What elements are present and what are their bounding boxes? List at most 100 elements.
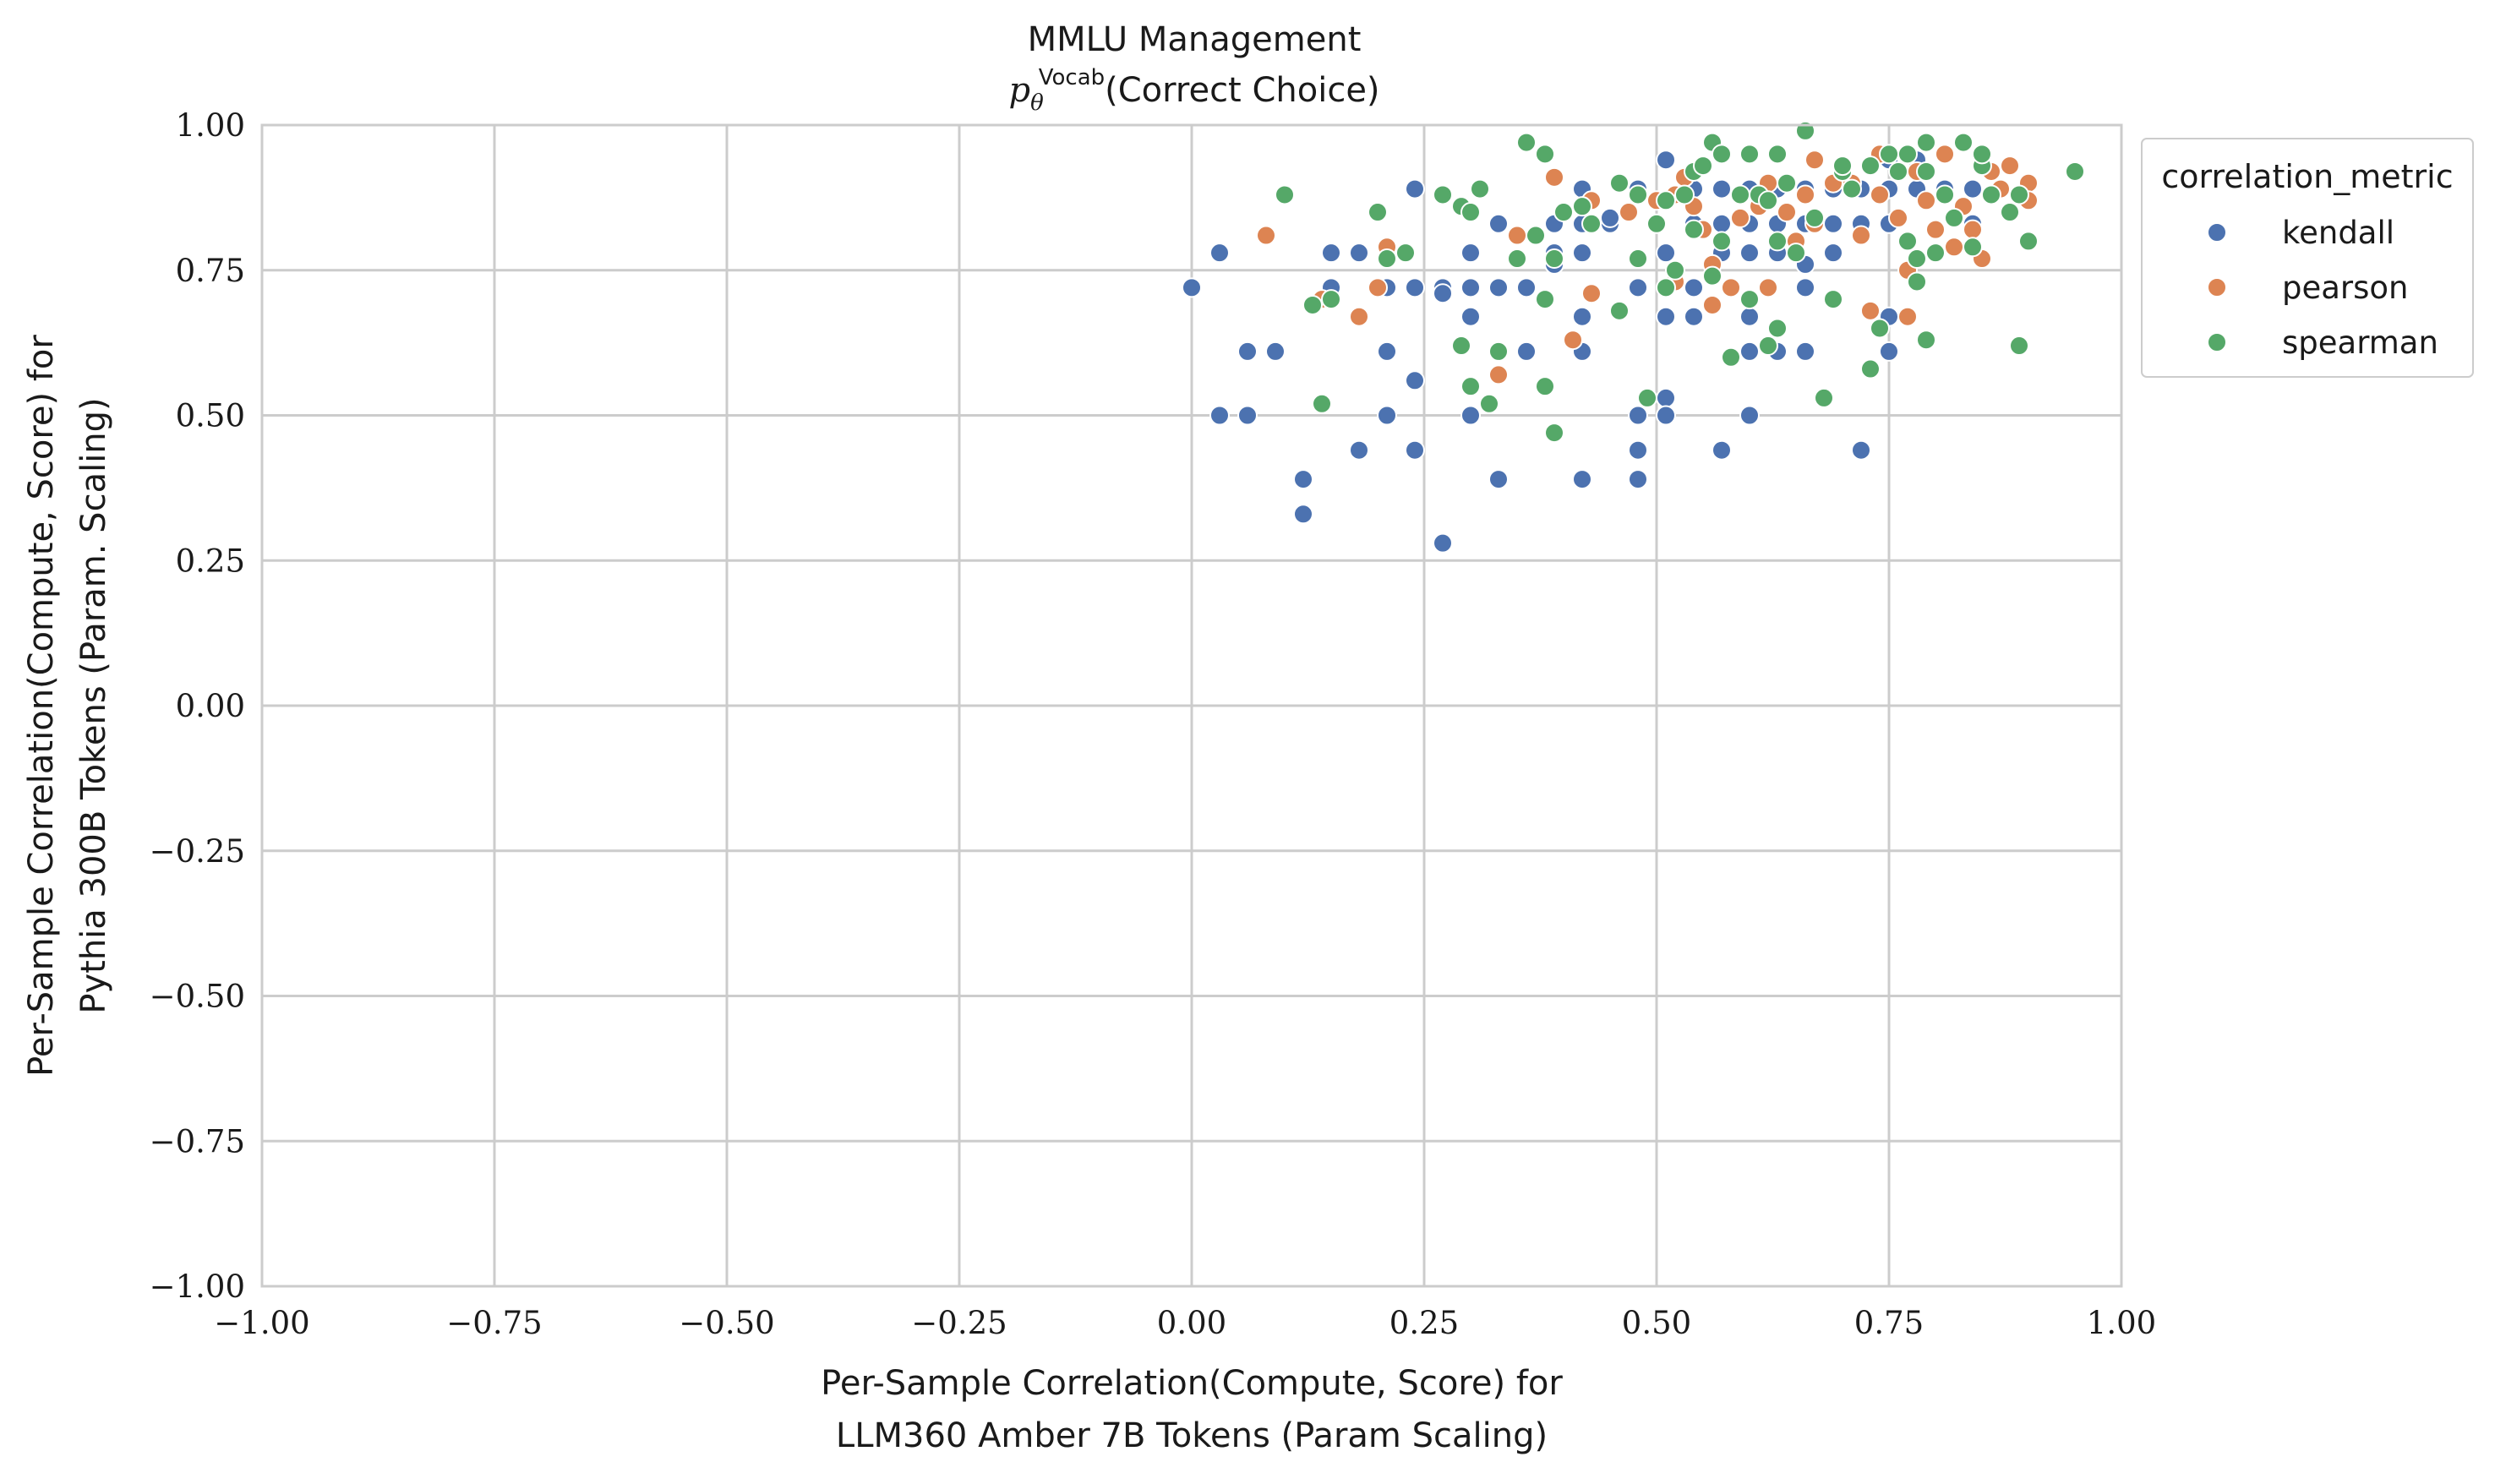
kendall-point xyxy=(1572,306,1592,327)
pearson-point xyxy=(1888,207,1908,228)
kendall-point xyxy=(1377,341,1397,362)
spearman-point xyxy=(1646,213,1667,234)
kendall-point xyxy=(1572,243,1592,264)
pearson-point xyxy=(1619,202,1639,223)
kendall-point xyxy=(1739,341,1760,362)
pearson-point xyxy=(1758,277,1778,298)
pearson-point xyxy=(1702,294,1722,315)
y-tick-label: 0.75 xyxy=(176,253,245,289)
kendall-point xyxy=(1712,439,1732,461)
spearman-point xyxy=(1684,219,1704,240)
kendall-point xyxy=(1851,439,1871,461)
spearman-point xyxy=(1916,330,1936,351)
spearman-point xyxy=(1897,231,1918,252)
subtitle-vocab: Vocab xyxy=(1039,65,1105,90)
spearman-point xyxy=(1460,202,1481,223)
spearman-point xyxy=(1460,376,1481,397)
pearson-point xyxy=(1860,300,1881,321)
kendall-point xyxy=(1712,213,1732,234)
legend-marker-spearman xyxy=(2207,332,2227,352)
spearman-point xyxy=(1767,231,1788,252)
legend-label-spearman: spearman xyxy=(2282,325,2438,361)
spearman-point xyxy=(1275,184,1295,205)
spearman-point xyxy=(1572,196,1592,217)
legend-box xyxy=(2141,138,2474,378)
spearman-point xyxy=(1758,190,1778,211)
spearman-point xyxy=(1739,289,1760,310)
spearman-point xyxy=(1907,271,1927,292)
x-tick-label: 0.75 xyxy=(1854,1305,1924,1341)
spearman-point xyxy=(1804,207,1825,228)
spearman-point xyxy=(1637,387,1657,408)
spearman-point xyxy=(1963,237,1983,258)
spearman-point xyxy=(1897,144,1918,165)
kendall-point xyxy=(1739,243,1760,264)
spearman-point xyxy=(2065,161,2085,182)
y-axis-label-line2: Pythia 300B Tokens (Param. Scaling) xyxy=(74,397,113,1013)
kendall-point xyxy=(1460,405,1481,426)
kendall-point xyxy=(1628,277,1648,298)
y-tick-label: −0.75 xyxy=(150,1123,245,1159)
y-axis-label-line1: Per-Sample Correlation(Compute, Score) f… xyxy=(22,335,61,1077)
spearman-point xyxy=(1786,243,1806,264)
kendall-point xyxy=(1656,306,1676,327)
kendall-point xyxy=(1182,277,1202,298)
spearman-point xyxy=(1609,300,1630,321)
x-tick-label: −0.50 xyxy=(679,1305,774,1341)
y-tick-label: 0.00 xyxy=(176,688,245,724)
spearman-point xyxy=(1860,358,1881,379)
spearman-point xyxy=(1656,277,1676,298)
kendall-point xyxy=(1293,504,1313,525)
pearson-point xyxy=(1777,202,1797,223)
legend-label-pearson: pearson xyxy=(2282,270,2409,306)
kendall-point xyxy=(1460,277,1481,298)
spearman-point xyxy=(2009,184,2029,205)
kendall-point xyxy=(1237,405,1258,426)
legend-title: correlation_metric xyxy=(2161,158,2453,195)
pearson-point xyxy=(1963,219,1983,240)
spearman-point xyxy=(1767,318,1788,339)
x-tick-labels: −1.00 −0.75 −0.50 −0.25 0.00 0.25 0.50 0.75 1.00 xyxy=(214,1305,2156,1341)
spearman-point xyxy=(1860,155,1881,177)
spearman-point xyxy=(1693,155,1713,177)
spearman-point xyxy=(2000,202,2020,223)
spearman-point xyxy=(1516,132,1537,153)
pearson-point xyxy=(1488,364,1509,385)
series-kendall xyxy=(1182,150,2011,554)
spearman-point xyxy=(1916,161,1936,182)
pearson-point xyxy=(1795,184,1815,205)
spearman-point xyxy=(2009,336,2029,357)
spearman-point xyxy=(1377,248,1397,270)
spearman-point xyxy=(1953,132,1974,153)
kendall-point xyxy=(1739,405,1760,426)
pearson-point xyxy=(1925,219,1946,240)
x-tick-label: 0.50 xyxy=(1622,1305,1691,1341)
spearman-point xyxy=(1888,161,1908,182)
y-tick-label: 1.00 xyxy=(176,107,245,144)
kendall-point xyxy=(1628,469,1648,490)
pearson-point xyxy=(1944,237,1964,258)
x-axis-label-line2: LLM360 Amber 7B Tokens (Param Scaling) xyxy=(836,1416,1548,1455)
kendall-point xyxy=(1460,243,1481,264)
kendall-point xyxy=(1516,341,1537,362)
kendall-point xyxy=(1460,306,1481,327)
spearman-point xyxy=(1395,243,1416,264)
spearman-point xyxy=(1526,225,1546,246)
y-tick-label: 0.50 xyxy=(176,398,245,434)
kendall-point xyxy=(1795,341,1815,362)
pearson-point xyxy=(1581,283,1602,304)
kendall-point xyxy=(1628,405,1648,426)
pearson-point xyxy=(1544,166,1564,188)
kendall-point xyxy=(1349,243,1369,264)
y-tick-label: 0.25 xyxy=(176,543,245,579)
pearson-point xyxy=(1870,184,1890,205)
legend-marker-kendall xyxy=(2207,222,2227,243)
spearman-point xyxy=(1507,248,1527,270)
spearman-point xyxy=(1321,289,1341,310)
subtitle-p: p xyxy=(1008,71,1030,110)
spearman-point xyxy=(1972,144,1992,165)
kendall-point xyxy=(1405,277,1425,298)
